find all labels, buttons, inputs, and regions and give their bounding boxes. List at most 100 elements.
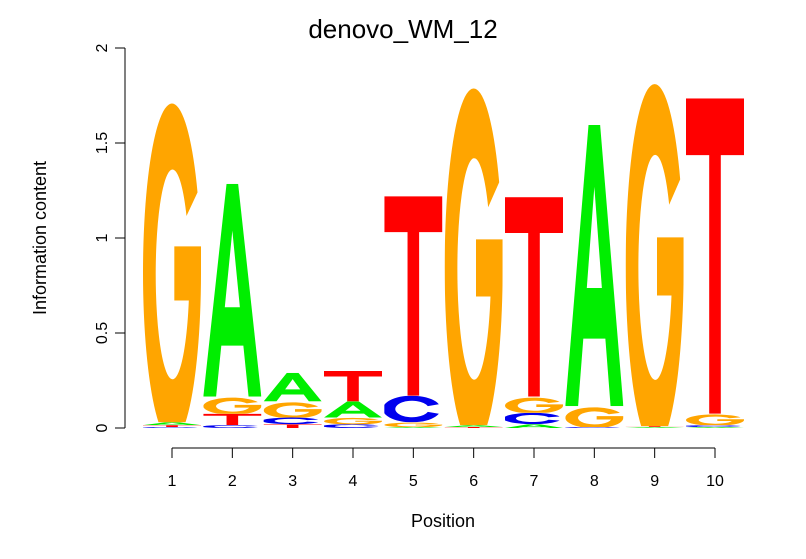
letter-T xyxy=(384,196,443,396)
letter-T xyxy=(324,371,382,402)
letter-G-shape xyxy=(686,414,744,426)
x-tick-label: 9 xyxy=(650,473,659,490)
x-tick-label: 8 xyxy=(590,473,599,490)
logo-column-5 xyxy=(384,196,443,428)
letter-G-shape xyxy=(384,422,443,428)
letter-A-shape xyxy=(565,124,624,407)
letter-C xyxy=(203,425,258,428)
letter-A xyxy=(565,124,624,407)
letter-G-shape xyxy=(625,84,684,427)
letter-T-shape xyxy=(505,197,563,397)
letter-G xyxy=(143,103,201,423)
letter-A xyxy=(505,424,563,428)
logo-column-4 xyxy=(324,371,382,428)
y-tick-label: 1.5 xyxy=(94,132,111,154)
axes: 0 0.5 1 1.5 2 1 2 3 4 5 6 7 8 9 10 xyxy=(94,43,724,490)
x-tick-label: 7 xyxy=(530,473,539,490)
letter-A xyxy=(143,422,201,426)
x-tick-label: 10 xyxy=(706,473,724,490)
x-tick-label: 3 xyxy=(288,473,297,490)
letter-T xyxy=(444,427,503,428)
letter-G xyxy=(384,422,443,428)
letter-A xyxy=(444,425,503,428)
letter-G xyxy=(686,414,744,426)
letter-C-shape xyxy=(263,417,319,425)
letter-T-shape xyxy=(324,371,382,402)
logo-stacks xyxy=(143,84,744,428)
letter-C-shape xyxy=(143,427,198,428)
letter-T xyxy=(143,425,201,428)
letter-G xyxy=(505,397,563,413)
x-tick-label: 4 xyxy=(349,473,358,490)
x-tick-label: 6 xyxy=(469,473,478,490)
logo-column-1 xyxy=(143,103,201,428)
letter-A xyxy=(625,427,684,428)
letter-C-shape xyxy=(686,425,741,428)
letter-G-shape xyxy=(143,103,201,423)
letter-T-shape xyxy=(686,98,744,414)
logo-column-10 xyxy=(686,98,744,428)
letter-G xyxy=(444,88,503,426)
letter-A-shape xyxy=(203,183,262,397)
letter-G-shape xyxy=(263,402,322,418)
letter-C xyxy=(505,412,560,425)
letter-G-shape xyxy=(505,397,563,413)
chart-title: denovo_WM_12 xyxy=(308,14,497,44)
logo-column-3 xyxy=(263,372,322,428)
letter-A-shape xyxy=(686,427,744,428)
letter-C xyxy=(686,425,741,428)
y-axis-label: Information content xyxy=(30,161,50,315)
y-tick-label: 1 xyxy=(94,233,111,242)
letter-G-shape xyxy=(203,397,262,414)
letter-G xyxy=(324,417,382,425)
letter-C-shape xyxy=(384,395,439,423)
letter-G xyxy=(203,397,262,414)
logo-column-7 xyxy=(505,197,563,428)
logo-column-8 xyxy=(565,124,624,428)
letter-A xyxy=(324,401,382,418)
letter-A-shape xyxy=(324,401,382,418)
letter-C xyxy=(565,427,620,428)
letter-T xyxy=(505,197,563,397)
letter-C-shape xyxy=(565,427,620,428)
letter-C-shape xyxy=(505,412,560,425)
letter-C xyxy=(143,427,198,428)
letter-A-shape xyxy=(625,427,684,428)
letter-A xyxy=(686,427,744,428)
letter-T xyxy=(203,413,262,426)
logo-column-9 xyxy=(625,84,684,428)
letter-A xyxy=(203,183,262,397)
letter-C-shape xyxy=(324,424,379,428)
letter-A-shape xyxy=(384,427,443,428)
letter-A-shape xyxy=(444,425,503,428)
letter-G xyxy=(565,407,624,428)
y-tick-label: 2 xyxy=(94,43,111,52)
x-tick-label: 1 xyxy=(168,473,177,490)
letter-T-shape xyxy=(263,424,322,428)
letter-G-shape xyxy=(324,417,382,425)
letter-T-shape xyxy=(143,425,201,428)
x-tick-label: 5 xyxy=(409,473,418,490)
letter-G xyxy=(263,402,322,418)
letter-C xyxy=(324,424,379,428)
y-tick-label: 0.5 xyxy=(94,322,111,344)
letter-C xyxy=(263,417,319,425)
letter-T-shape xyxy=(625,426,684,428)
letter-A-shape xyxy=(505,424,563,428)
letter-G xyxy=(625,84,684,427)
letter-T-shape xyxy=(203,413,262,426)
letter-T-shape xyxy=(384,196,443,396)
x-tick-label: 2 xyxy=(228,473,237,490)
logo-column-6 xyxy=(444,88,503,428)
letter-A xyxy=(384,427,443,428)
letter-G-shape xyxy=(565,407,624,428)
letter-A-shape xyxy=(143,422,201,426)
letter-A xyxy=(263,372,322,402)
letter-G-shape xyxy=(444,88,503,426)
x-axis-label: Position xyxy=(411,511,475,531)
letter-T-shape xyxy=(444,427,503,428)
letter-C-shape xyxy=(203,425,258,428)
logo-column-2 xyxy=(203,183,262,428)
letter-T xyxy=(686,98,744,414)
